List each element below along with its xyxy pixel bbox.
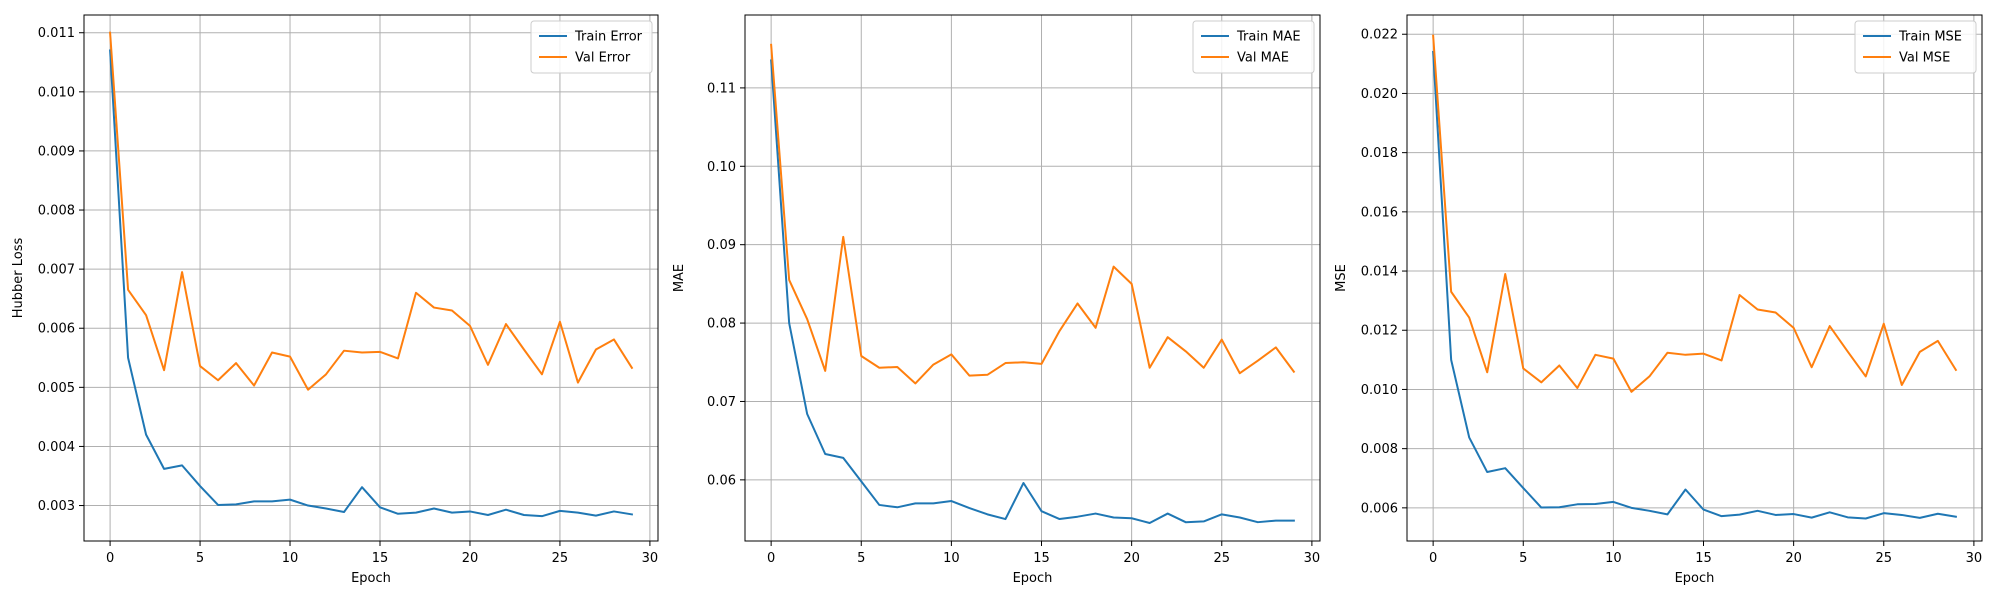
y-tick-label: 0.008: [38, 204, 75, 219]
y-tick-label: 0.005: [38, 381, 75, 396]
axes-frame: [1406, 14, 1983, 542]
y-tick-label: 0.06: [707, 473, 736, 488]
series-line-train: [770, 59, 1295, 524]
y-tick-label: 0.10: [707, 160, 736, 175]
x-tick-label: 25: [1875, 551, 1892, 566]
chart-panel-1: 0 5 10 15 20 25 30 0.003 0.004 0.005 0.006 0.007 0.0…: [11, 14, 659, 586]
series-line-val: [1432, 34, 1958, 393]
y-axis-label: MAE: [672, 264, 687, 292]
y-tick-label: 0.07: [707, 395, 736, 410]
legend-label: Val Error: [575, 51, 631, 66]
axes-frame: [83, 14, 659, 542]
y-tick-label: 0.009: [38, 144, 75, 159]
series-line-val: [109, 31, 634, 391]
legend: Train MAE Val MAE: [1192, 20, 1315, 74]
y-tick-label: 0.004: [38, 440, 75, 455]
legend-label: Val MAE: [1237, 51, 1289, 66]
legend-box: [530, 20, 653, 74]
axes-frame: [744, 14, 1321, 542]
y-axis-label: Hubber Loss: [11, 238, 26, 319]
y-tick-label: 0.006: [38, 322, 75, 337]
x-tick-label: 0: [106, 551, 114, 566]
y-tick-label: 0.010: [1361, 383, 1398, 398]
x-tick-label: 25: [1213, 551, 1230, 566]
x-tick-label: 15: [372, 551, 389, 566]
y-tick-label: 0.022: [1361, 28, 1398, 43]
x-axis-label: Epoch: [1013, 571, 1053, 586]
y-tick-label: 0.006: [1361, 501, 1398, 516]
legend: Train Error Val Error: [530, 20, 653, 74]
x-tick-label: 10: [282, 551, 299, 566]
legend-box: [1192, 20, 1315, 74]
y-tick-label: 0.012: [1361, 324, 1398, 339]
y-tick-label: 0.020: [1361, 87, 1398, 102]
x-tick-label: 5: [196, 551, 204, 566]
x-tick-label: 15: [1033, 551, 1050, 566]
series-line-train: [109, 49, 634, 518]
x-axis-label: Epoch: [351, 571, 391, 586]
y-tick-label: 0.007: [38, 263, 75, 278]
y-tick-label: 0.11: [707, 81, 736, 96]
legend-label: Val MSE: [1899, 51, 1950, 66]
legend: Train MSE Val MSE: [1854, 20, 1977, 74]
y-axis-label: MSE: [1334, 264, 1349, 292]
legend-label: Train MSE: [1898, 30, 1962, 45]
x-tick-label: 25: [552, 551, 569, 566]
y-tick-label: 0.014: [1361, 265, 1398, 280]
y-tick-label: 0.003: [38, 499, 75, 514]
x-tick-label: 20: [462, 551, 479, 566]
chart-panel-3: 0 5 10 15 20 25 30 0.006 0.008 0.010 0.012 0.014 0.0…: [1334, 14, 1983, 586]
y-tick-label: 0.018: [1361, 146, 1398, 161]
x-tick-label: 20: [1123, 551, 1140, 566]
x-tick-label: 30: [1966, 551, 1983, 566]
x-tick-label: 5: [857, 551, 865, 566]
x-tick-label: 5: [1519, 551, 1527, 566]
x-tick-label: 10: [1605, 551, 1622, 566]
x-tick-label: 0: [1429, 551, 1437, 566]
x-tick-label: 30: [1304, 551, 1321, 566]
chart-panel-2: 0 5 10 15 20 25 30 0.06 0.07 0.08 0.09 0.10 0.11 Epoc…: [672, 14, 1321, 586]
legend-label: Train MAE: [1236, 30, 1301, 45]
series-line-val: [770, 43, 1296, 385]
x-tick-label: 30: [642, 551, 659, 566]
y-tick-label: 0.011: [38, 26, 75, 41]
x-tick-label: 10: [943, 551, 960, 566]
legend-box: [1854, 20, 1977, 74]
legend-label: Train Error: [574, 30, 643, 45]
x-axis-label: Epoch: [1675, 571, 1715, 586]
y-tick-label: 0.09: [707, 238, 736, 253]
x-tick-label: 0: [767, 551, 775, 566]
y-tick-label: 0.08: [707, 317, 736, 332]
series-line-train: [1432, 50, 1958, 520]
y-tick-label: 0.008: [1361, 442, 1398, 457]
x-tick-label: 20: [1785, 551, 1802, 566]
y-tick-label: 0.016: [1361, 205, 1398, 220]
y-tick-label: 0.010: [38, 85, 75, 100]
x-tick-label: 15: [1695, 551, 1712, 566]
